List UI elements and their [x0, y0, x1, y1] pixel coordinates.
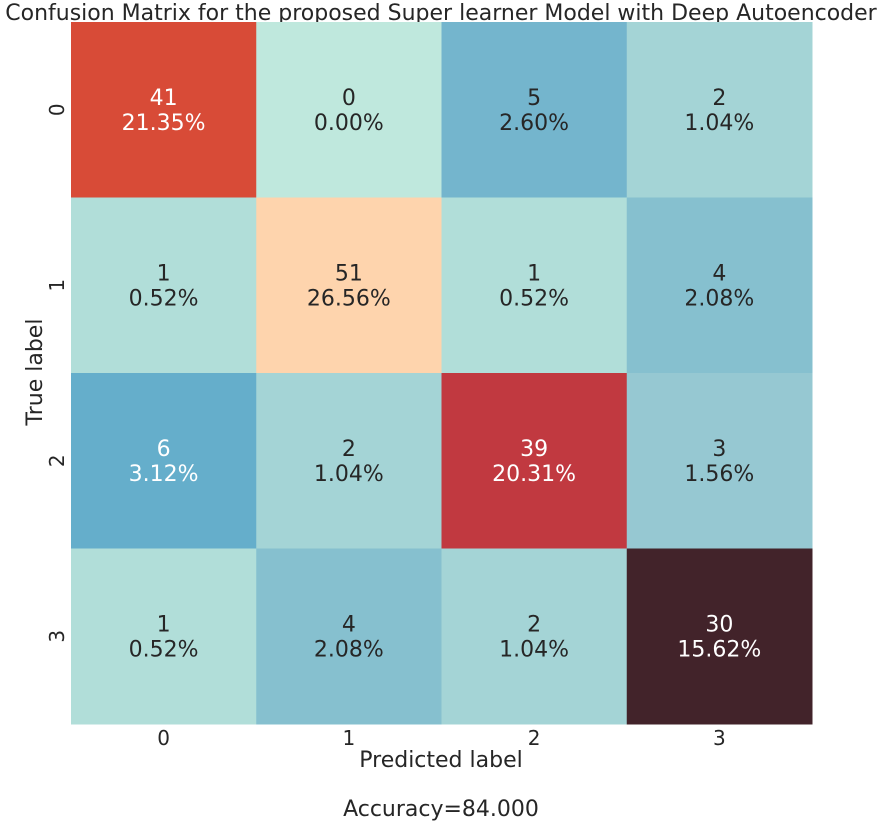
heatmap-cell	[626, 548, 813, 725]
heatmap-cell	[71, 22, 257, 198]
heatmap-cell	[441, 548, 628, 725]
x-tick-label: 0	[157, 726, 170, 750]
cell-count-label: 51	[335, 261, 363, 286]
heatmap-cell	[256, 22, 442, 198]
y-tick-labels: 0 1 2 3	[45, 103, 69, 642]
heatmap-cell	[71, 197, 257, 374]
x-tick-label: 1	[343, 726, 356, 750]
cell-percent-label: 1.04%	[684, 111, 754, 136]
heatmap-cell	[71, 548, 257, 725]
cell-percent-label: 2.08%	[684, 286, 754, 311]
cell-count-label: 1	[157, 612, 171, 637]
cell-percent-label: 0.52%	[129, 286, 199, 311]
heatmap-cell	[626, 197, 813, 374]
cell-percent-label: 15.62%	[677, 637, 761, 662]
cell-percent-label: 1.56%	[684, 462, 754, 487]
heatmap-cells: 4121.35%00.00%52.60%21.04%10.52%5126.56%…	[71, 22, 813, 725]
x-axis-label: Predicted label	[359, 748, 522, 773]
cell-percent-label: 2.60%	[499, 111, 569, 136]
cell-percent-label: 3.12%	[129, 462, 199, 487]
chart-title: Confusion Matrix for the proposed Super …	[5, 1, 877, 26]
cell-count-label: 1	[527, 261, 541, 286]
cell-count-label: 2	[527, 612, 541, 637]
accuracy-annotation: Accuracy=84.000	[343, 797, 539, 822]
cell-percent-label: 0.52%	[129, 637, 199, 662]
cell-percent-label: 26.56%	[307, 286, 391, 311]
cell-count-label: 5	[527, 86, 541, 111]
cell-percent-label: 0.00%	[314, 111, 384, 136]
cell-count-label: 4	[342, 612, 356, 637]
cell-count-label: 6	[157, 437, 171, 462]
y-tick-label: 2	[45, 454, 69, 467]
cell-percent-label: 2.08%	[314, 637, 384, 662]
x-tick-labels: 0 1 2 3	[157, 726, 725, 750]
y-tick-label: 3	[45, 630, 69, 643]
y-tick-label: 0	[45, 103, 69, 116]
cell-count-label: 1	[157, 261, 171, 286]
cell-percent-label: 21.35%	[122, 111, 206, 136]
heatmap-cell	[626, 373, 813, 549]
cell-percent-label: 1.04%	[314, 462, 384, 487]
cell-count-label: 39	[520, 437, 548, 462]
cell-count-label: 41	[150, 86, 178, 111]
x-tick-label: 3	[713, 726, 726, 750]
cell-count-label: 3	[712, 437, 726, 462]
heatmap-cell	[256, 548, 442, 725]
cell-percent-label: 20.31%	[492, 462, 576, 487]
cell-count-label: 30	[705, 612, 733, 637]
heatmap-cell	[441, 22, 628, 198]
heatmap-cell	[256, 197, 442, 374]
cell-count-label: 0	[342, 86, 356, 111]
cell-percent-label: 1.04%	[499, 637, 569, 662]
y-tick-label: 1	[45, 279, 69, 292]
cell-count-label: 2	[712, 86, 726, 111]
heatmap-cell	[626, 22, 813, 198]
cell-count-label: 2	[342, 437, 356, 462]
x-tick-label: 2	[528, 726, 541, 750]
heatmap-cell	[441, 373, 628, 549]
cell-percent-label: 0.52%	[499, 286, 569, 311]
y-axis-label: True label	[23, 319, 48, 427]
heatmap-cell	[441, 197, 628, 374]
cell-count-label: 4	[712, 261, 726, 286]
heatmap-cell	[71, 373, 257, 549]
heatmap-cell	[256, 373, 442, 549]
